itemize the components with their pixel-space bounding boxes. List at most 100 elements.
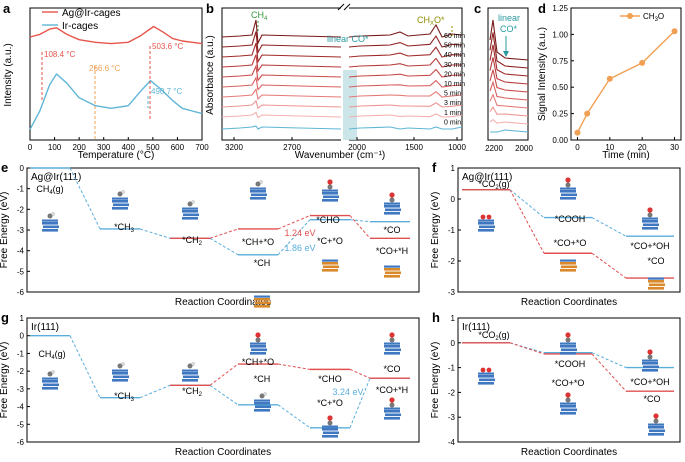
barrier-label: 3.24 eV <box>332 387 363 397</box>
slab-top <box>384 202 400 205</box>
a-xtick-label: 600 <box>171 143 185 152</box>
ytick-label: -1 <box>448 226 456 235</box>
slab-layer <box>561 348 577 352</box>
d-xtick-label: 10 <box>605 143 614 152</box>
slab-layer <box>384 352 400 355</box>
slab-top <box>322 189 338 192</box>
slab-layer <box>250 197 266 200</box>
axis-break-mark-1 <box>337 3 345 11</box>
adsorbate-c <box>565 397 571 403</box>
ytick-label: -5 <box>17 420 25 429</box>
ytick-label: -4 <box>17 403 25 412</box>
adsorbate-c <box>117 363 123 369</box>
ytick-label: -4 <box>17 247 25 256</box>
xlabel-a: Temperature (°C) <box>78 150 155 161</box>
b-time-label: 3 min <box>444 100 461 107</box>
blue-path-connector <box>591 217 627 237</box>
label-tail: (g) <box>53 184 64 194</box>
adsorbate-o <box>565 177 571 183</box>
slab-layer <box>560 412 576 415</box>
adsorbate-c <box>259 393 265 399</box>
blue-path-connector <box>69 167 101 230</box>
state-label: *CO <box>383 225 400 235</box>
red-path-connector <box>277 215 311 230</box>
d-xtick-label: 20 <box>638 143 647 152</box>
state-label: *CO2(g) <box>478 330 509 342</box>
c-spectrum <box>490 129 529 133</box>
slab-layer <box>385 413 401 417</box>
slab-top <box>384 407 400 410</box>
ytick-label: -2 <box>448 257 456 266</box>
adsorbate-c <box>187 363 193 369</box>
ytick-label: -6 <box>17 438 25 447</box>
anno-108: 108.4 °C <box>44 50 75 59</box>
blue-path-connector <box>209 237 239 256</box>
adsorbate-h <box>259 180 263 184</box>
slab-top <box>560 187 576 190</box>
ytick-label: -2 <box>17 205 25 214</box>
adsorbate-c <box>647 212 653 218</box>
slab-layer <box>479 378 495 382</box>
slab-top <box>384 342 400 345</box>
panel-c: c linear CO* 2200 2000 <box>474 1 533 153</box>
slab-layer <box>478 382 494 385</box>
b-spectrum <box>221 99 463 110</box>
slab-layer <box>560 190 576 193</box>
catalyst-e: Ag@Ir(111) <box>31 172 81 183</box>
slab-layer <box>182 379 198 382</box>
red-path-connector <box>277 363 311 370</box>
slab-layer <box>384 417 400 420</box>
legend-ir: Ir-cages <box>62 21 98 32</box>
a-xtick-label: 300 <box>97 143 111 152</box>
label-c-linear: linear <box>498 13 520 23</box>
state-label: *CH <box>254 258 271 268</box>
adsorbate-c <box>47 213 53 219</box>
blue-path-connector <box>139 228 171 239</box>
slab-layer <box>255 301 271 305</box>
state-label: CH4(g) <box>36 184 63 196</box>
adsorbate-c <box>255 337 261 343</box>
axes-e <box>26 167 420 293</box>
adsorbate-c <box>565 182 571 188</box>
xlabel-b: Wavenumber (cm⁻¹) <box>295 150 385 161</box>
slab-layer <box>560 269 576 272</box>
c-tick-2200: 2200 <box>485 144 503 153</box>
slab-layer <box>560 262 576 265</box>
b-time-label: 1 min <box>444 110 461 117</box>
state-label: CH4(g) <box>38 349 65 361</box>
red-path-connector <box>349 368 371 379</box>
slab-layer <box>251 348 267 352</box>
linear-co-band <box>343 70 357 140</box>
slab-layer <box>560 197 576 200</box>
ylabel-b: Absorbance (a.u.) <box>205 35 216 115</box>
slab-layer <box>42 387 58 390</box>
slab-top <box>112 369 128 372</box>
c-spectrum <box>489 69 529 93</box>
adsorbate-c <box>389 402 395 408</box>
adsorbate-o <box>565 332 571 338</box>
subscript: 2 <box>495 185 499 191</box>
adsorbate-o <box>647 207 653 213</box>
b-time-label: 10 min <box>444 81 465 88</box>
b-spectrum <box>221 19 463 45</box>
d-ytick-label: 0.75 <box>552 57 568 66</box>
slab-top <box>560 342 576 345</box>
panel-b: b Absorbance (a.u.) Wavenumber (cm⁻¹) 32… <box>205 1 466 161</box>
b-time-label: 60 min <box>444 33 465 40</box>
legend-d: CH3O <box>643 12 664 23</box>
b-xtick-label: 1000 <box>448 143 466 152</box>
ytick-label: -4 <box>448 438 456 447</box>
slab-layer <box>384 268 400 271</box>
catalyst-g: Ir(111) <box>31 322 59 333</box>
slab-layer <box>113 375 129 379</box>
label-tail: (g) <box>55 349 66 359</box>
state-label: *CO2(g) <box>478 179 509 191</box>
panel-letter-c: c <box>474 1 481 16</box>
xlabel-d: Time (min) <box>602 150 649 161</box>
slab-layer <box>642 362 658 365</box>
slab-layer <box>648 280 664 283</box>
adsorbate-h <box>263 392 267 396</box>
label-tail: (g) <box>499 179 510 189</box>
ytick-label: 0 <box>451 195 456 204</box>
slab-top <box>642 217 658 220</box>
